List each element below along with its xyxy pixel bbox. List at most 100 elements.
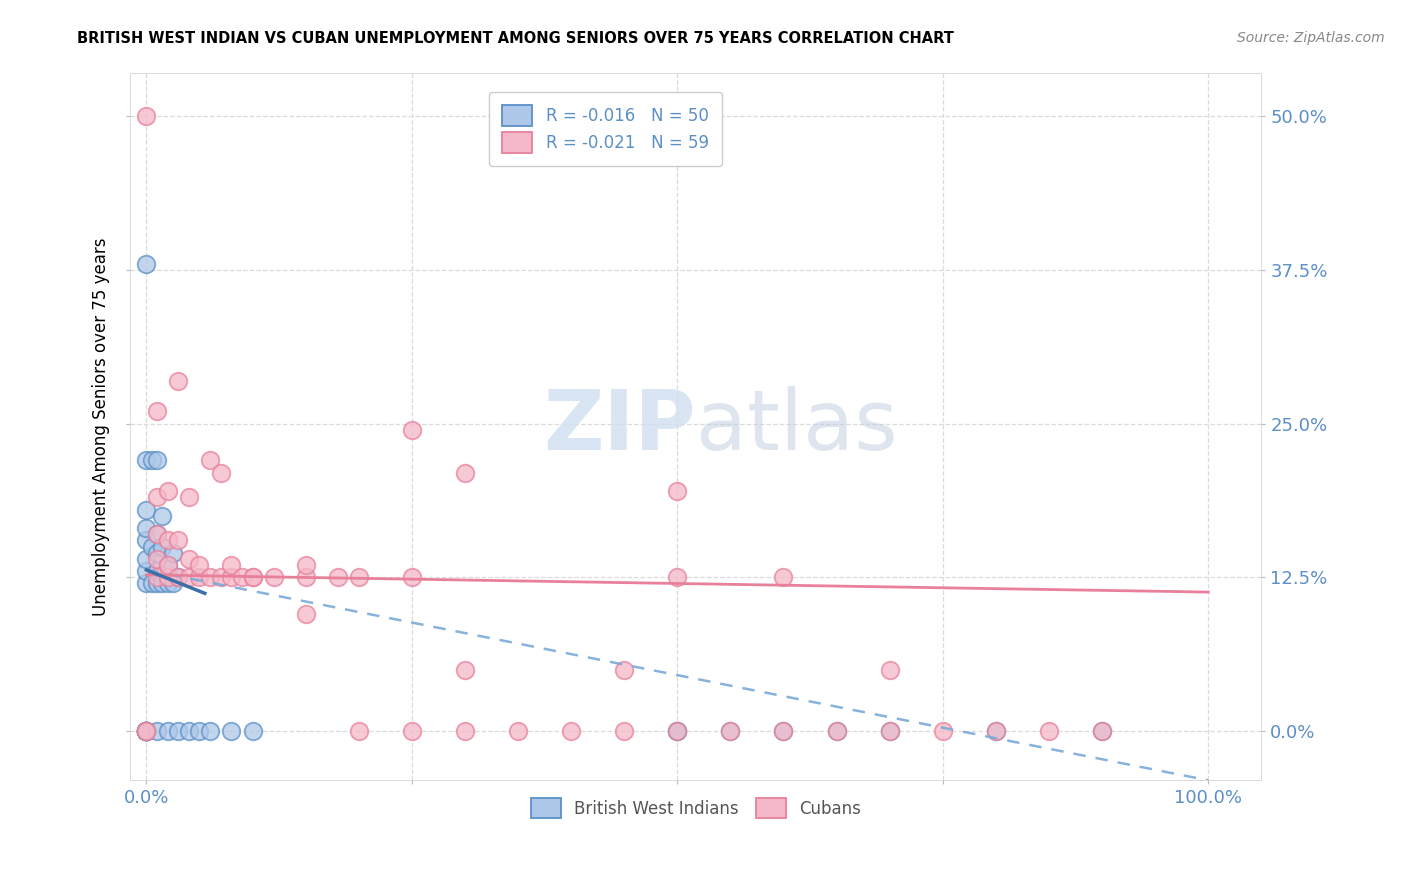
Point xyxy=(772,724,794,739)
Point xyxy=(156,570,179,584)
Point xyxy=(135,109,157,123)
Point xyxy=(167,533,190,548)
Point xyxy=(613,724,636,739)
Point xyxy=(156,533,179,548)
Point xyxy=(718,724,741,739)
Point xyxy=(231,570,253,584)
Point xyxy=(198,570,221,584)
Point xyxy=(156,576,179,591)
Point xyxy=(156,558,179,572)
Point xyxy=(666,724,689,739)
Point xyxy=(141,576,163,591)
Point xyxy=(326,570,349,584)
Point xyxy=(454,724,477,739)
Point xyxy=(242,724,264,739)
Point xyxy=(177,491,200,505)
Point xyxy=(221,570,243,584)
Point xyxy=(135,257,157,271)
Point xyxy=(162,576,184,591)
Point xyxy=(135,576,157,591)
Point xyxy=(135,521,157,535)
Point xyxy=(772,724,794,739)
Point xyxy=(167,570,190,584)
Point xyxy=(198,453,221,467)
Point xyxy=(401,570,423,584)
Point xyxy=(167,570,190,584)
Point xyxy=(146,491,169,505)
Point xyxy=(242,570,264,584)
Point xyxy=(454,663,477,677)
Text: atlas: atlas xyxy=(696,386,897,467)
Point xyxy=(401,423,423,437)
Point xyxy=(146,546,169,560)
Point xyxy=(263,570,285,584)
Point xyxy=(209,570,232,584)
Point xyxy=(401,724,423,739)
Point xyxy=(146,570,169,584)
Point xyxy=(666,724,689,739)
Point xyxy=(135,724,157,739)
Point xyxy=(156,558,179,572)
Point xyxy=(141,540,163,554)
Point xyxy=(135,724,157,739)
Point xyxy=(146,404,169,418)
Point xyxy=(1091,724,1114,739)
Point xyxy=(135,724,157,739)
Point xyxy=(188,724,211,739)
Point xyxy=(294,558,316,572)
Text: Source: ZipAtlas.com: Source: ZipAtlas.com xyxy=(1237,31,1385,45)
Point xyxy=(177,570,200,584)
Point xyxy=(135,724,157,739)
Point xyxy=(146,576,169,591)
Point xyxy=(188,558,211,572)
Point xyxy=(177,724,200,739)
Point xyxy=(984,724,1007,739)
Point xyxy=(666,484,689,499)
Point xyxy=(135,453,157,467)
Point xyxy=(825,724,848,739)
Point xyxy=(146,564,169,578)
Point xyxy=(135,564,157,578)
Point xyxy=(135,724,157,739)
Point xyxy=(772,570,794,584)
Point xyxy=(984,724,1007,739)
Point xyxy=(454,466,477,480)
Point xyxy=(146,552,169,566)
Point xyxy=(146,527,169,541)
Point xyxy=(162,546,184,560)
Point xyxy=(150,576,173,591)
Point xyxy=(167,724,190,739)
Point xyxy=(198,724,221,739)
Point xyxy=(135,552,157,566)
Point xyxy=(146,527,169,541)
Point xyxy=(167,374,190,388)
Point xyxy=(879,663,901,677)
Point xyxy=(242,570,264,584)
Point xyxy=(613,663,636,677)
Point xyxy=(135,724,157,739)
Point xyxy=(666,724,689,739)
Point xyxy=(347,570,370,584)
Point xyxy=(879,724,901,739)
Text: ZIP: ZIP xyxy=(543,386,696,467)
Point xyxy=(188,570,211,584)
Point xyxy=(135,724,157,739)
Point xyxy=(666,570,689,584)
Point xyxy=(209,466,232,480)
Point xyxy=(560,724,582,739)
Point xyxy=(294,607,316,622)
Point xyxy=(1038,724,1060,739)
Point xyxy=(146,724,169,739)
Point xyxy=(141,453,163,467)
Point xyxy=(135,724,157,739)
Point xyxy=(347,724,370,739)
Point xyxy=(135,724,157,739)
Y-axis label: Unemployment Among Seniors over 75 years: Unemployment Among Seniors over 75 years xyxy=(93,237,110,615)
Point xyxy=(825,724,848,739)
Point xyxy=(932,724,955,739)
Text: BRITISH WEST INDIAN VS CUBAN UNEMPLOYMENT AMONG SENIORS OVER 75 YEARS CORRELATIO: BRITISH WEST INDIAN VS CUBAN UNEMPLOYMEN… xyxy=(77,31,955,46)
Point xyxy=(135,502,157,516)
Point xyxy=(135,533,157,548)
Point xyxy=(718,724,741,739)
Point xyxy=(156,724,179,739)
